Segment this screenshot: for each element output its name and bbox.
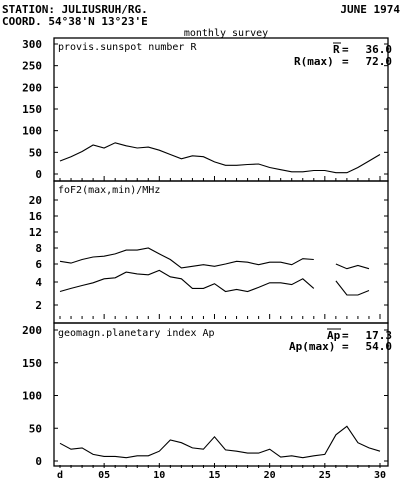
- x-tick-label: 25: [319, 470, 331, 480]
- ap-mean-label: Ap: [327, 329, 341, 342]
- date-label: JUNE 1974: [340, 3, 400, 16]
- y-tick-label: 150: [22, 357, 42, 370]
- y-tick-label: 16: [29, 210, 43, 223]
- y-tick-label: 200: [22, 324, 42, 337]
- ap-max-value: 54.0: [366, 340, 393, 353]
- x-tick-label: 05: [98, 470, 110, 480]
- series-line-1: [59, 142, 381, 174]
- y-tick-label: 2: [35, 299, 42, 312]
- ap-max-label: Ap(max): [289, 340, 335, 353]
- series-line-2: [335, 280, 370, 296]
- y-tick-label: 300: [22, 38, 42, 51]
- y-tick-label: 100: [22, 390, 42, 403]
- x-tick-label: 30: [374, 470, 386, 480]
- panel-sunspot-title: provis.sunspot number R: [58, 42, 197, 53]
- coordinates-label: COORD. 54°38'N 13°23'E: [2, 15, 148, 28]
- y-tick-label: 6: [35, 258, 42, 271]
- series-line-1: [59, 425, 381, 459]
- chart-marks: 0501001502002503002468121620050100150200…: [22, 38, 388, 480]
- y-tick-label: 4: [35, 276, 42, 289]
- y-tick-label: 8: [35, 242, 42, 255]
- y-tick-label: 250: [22, 60, 42, 73]
- panel-sunspot-frame: [53, 37, 389, 182]
- sunspot-max-label: R(max): [294, 55, 334, 68]
- y-tick-label: 12: [29, 226, 42, 239]
- y-tick-label: 200: [22, 81, 42, 94]
- ap-mean-value: 17.3: [366, 329, 393, 342]
- x-tick-label: 15: [208, 470, 220, 480]
- sunspot-mean-eq: =: [342, 43, 349, 56]
- series-line-1: [59, 247, 314, 269]
- x-tick-label: 10: [153, 470, 165, 480]
- ap-mean-eq: =: [342, 329, 349, 342]
- y-tick-label: 20: [29, 194, 42, 207]
- panel-ap-frame: [53, 322, 389, 467]
- ap-max-eq: =: [342, 340, 349, 353]
- sunspot-max-value: 72.0: [366, 55, 393, 68]
- panel-ap-title: geomagn.planetary index Ap: [58, 328, 215, 339]
- sunspot-max-eq: =: [342, 55, 349, 68]
- y-tick-label: 50: [29, 422, 42, 435]
- y-tick-label: 0: [35, 455, 42, 468]
- panel-fof2-title: foF2(max,min)/MHz: [58, 185, 160, 196]
- survey-label: monthly survey: [184, 28, 268, 39]
- y-tick-label: 100: [22, 125, 42, 138]
- panel-fof2-frame: [53, 180, 389, 324]
- y-tick-label: 0: [35, 168, 42, 181]
- series-line-2: [59, 269, 315, 293]
- sunspot-mean-value: 36.0: [366, 43, 393, 56]
- y-tick-label: 150: [22, 103, 42, 116]
- y-tick-label: 50: [29, 146, 42, 159]
- x-tick-label: d: [57, 470, 63, 480]
- series-line-1: [335, 263, 370, 270]
- sunspot-mean-label: R: [333, 43, 340, 56]
- station-label: STATION: JULIUSRUH/RG.: [2, 3, 148, 16]
- x-tick-label: 20: [264, 470, 276, 480]
